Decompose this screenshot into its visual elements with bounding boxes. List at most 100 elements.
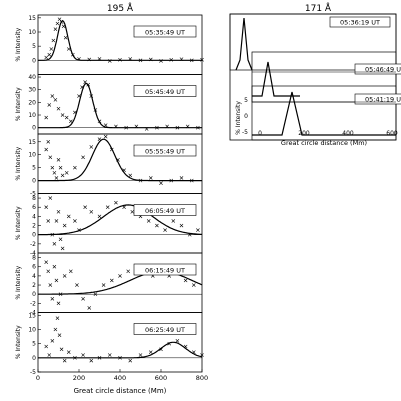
y-tick-label: -2: [30, 241, 36, 248]
data-point: [57, 333, 62, 337]
y-tick-label: 40: [28, 74, 36, 81]
data-point: [183, 344, 188, 349]
data-point: [109, 278, 114, 283]
inset-frame: [229, 13, 397, 71]
time-label: 05:35:49 UT: [145, 29, 185, 37]
y-tick-label: 0: [32, 178, 36, 185]
data-point: [179, 223, 184, 228]
data-point: [89, 209, 94, 214]
data-point: [109, 147, 114, 152]
data-point: [144, 127, 149, 131]
data-point: [52, 170, 57, 175]
data-point: [58, 292, 63, 297]
data-point: [48, 196, 53, 200]
data-point: [101, 283, 106, 287]
data-point: [50, 232, 55, 237]
panel-frame: [37, 312, 203, 373]
data-point: [81, 353, 85, 357]
x-tick-label: 400: [114, 374, 126, 382]
data-point: [118, 356, 122, 360]
data-point: [47, 52, 52, 57]
panel-frame: [37, 74, 203, 135]
y-tick-label: -4: [30, 310, 36, 317]
time-label: 06:15:49 UT: [145, 267, 185, 275]
panel-195-2: 0 10 20 30 40 % Intensity 05:45:49 UT: [15, 74, 203, 135]
data-point: [114, 200, 118, 205]
y-tick-label: 5: [32, 43, 36, 50]
data-point: [128, 358, 133, 363]
y-tick-label: 8: [32, 195, 36, 202]
data-point: [60, 113, 65, 117]
fit-curve: [252, 91, 396, 136]
data-point: [155, 125, 159, 130]
data-point: [175, 339, 180, 343]
x-tick-label: 600: [386, 130, 398, 137]
y-tick-label: 10: [28, 152, 36, 159]
data-point: [54, 278, 59, 283]
data-point: [159, 181, 163, 185]
data-point: [75, 283, 79, 287]
data-point: [62, 274, 67, 278]
data-point: [148, 57, 153, 62]
fit-curve: [38, 138, 202, 182]
y-tick-label: 4: [32, 213, 36, 220]
time-label-box: [354, 63, 401, 75]
y-axis-label: % Intensity: [235, 101, 242, 135]
data-point: [116, 158, 120, 162]
data-point: [93, 292, 98, 297]
data-point: [97, 119, 102, 124]
data-point: [175, 125, 180, 130]
y-tick-label: 15: [28, 139, 36, 146]
time-label-box: [133, 263, 197, 276]
data-point: [105, 205, 110, 210]
x-tick-label: 0: [36, 374, 40, 382]
time-label-box: [133, 85, 197, 97]
data-point: [53, 27, 58, 31]
y-tick-label: 0: [244, 113, 248, 120]
time-label-box: [354, 93, 401, 105]
data-point: [89, 94, 94, 98]
time-label-box: [133, 323, 197, 335]
data-point: [59, 20, 64, 24]
data-point: [44, 205, 49, 210]
x-tick-label: 200: [73, 374, 85, 382]
data-point: [56, 301, 61, 306]
data-point: [89, 358, 94, 363]
data-point: [77, 57, 81, 61]
data-point: [55, 316, 60, 320]
data-point: [46, 139, 51, 144]
y-tick-label: 0: [32, 125, 36, 132]
data-point: [44, 344, 49, 349]
data-point: [60, 246, 65, 251]
y-axis-label: % Intensity: [15, 265, 22, 299]
panel-frame: [37, 133, 203, 194]
y-axis-label: % Intensity: [15, 146, 22, 180]
time-label-box: [133, 204, 197, 216]
x-tick-label: 800: [196, 374, 208, 382]
data-point: [66, 47, 71, 51]
data-point: [196, 125, 200, 130]
data-point: [159, 59, 163, 63]
data-point: [81, 296, 85, 301]
data-point: [179, 57, 184, 62]
time-label: 05:36:19 UT: [340, 19, 380, 27]
data-point: [93, 108, 98, 112]
data-point: [56, 209, 61, 214]
y-tick-label: 20: [28, 99, 36, 106]
data-point: [148, 350, 153, 354]
time-label: 06:05:49 UT: [145, 207, 185, 215]
data-point: [58, 237, 63, 242]
data-point: [48, 283, 53, 287]
data-point: [81, 155, 85, 160]
data-point: [64, 170, 69, 175]
y-tick-label: 15: [28, 312, 36, 319]
data-point: [114, 124, 118, 129]
data-point: [126, 269, 131, 274]
y-axis-label: % Intensity: [15, 87, 22, 121]
data-point: [53, 327, 58, 332]
data-point: [73, 356, 77, 360]
y-tick-label: 0: [32, 355, 36, 362]
panel-frame: [37, 193, 203, 254]
fit-curve: [38, 19, 202, 61]
data-point: [77, 94, 81, 98]
